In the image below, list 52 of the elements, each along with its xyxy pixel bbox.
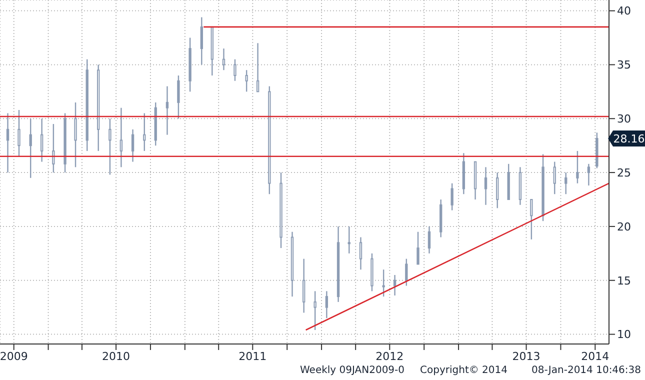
candlestick	[177, 74, 180, 120]
candlestick	[314, 290, 316, 331]
candlestick	[325, 290, 328, 319]
candlestick	[382, 268, 385, 298]
candlestick	[108, 118, 112, 176]
text: 08-Jan-2014 10:46:38	[532, 365, 641, 376]
candlestick	[74, 102, 77, 168]
candlestick	[200, 16, 203, 66]
y-tick-label: 20	[617, 220, 631, 234]
x-tick-label: 2009	[0, 350, 28, 363]
candlestick	[587, 163, 590, 186]
candlestick	[405, 258, 408, 286]
candlestick	[18, 109, 20, 157]
candlestick	[143, 112, 146, 152]
candlestick	[416, 231, 420, 265]
candlestick	[120, 107, 123, 168]
text: Copyright© 2014	[420, 365, 508, 376]
candlestick	[564, 172, 568, 195]
candlestick	[496, 172, 499, 209]
candlestick	[553, 161, 556, 195]
y-tick-label: 25	[617, 166, 631, 180]
candlestick	[393, 274, 396, 296]
x-tick-label: 2014	[581, 350, 610, 363]
candlestick	[166, 86, 169, 136]
text: Weekly 09JAN2009-0	[300, 365, 405, 376]
x-tick-label: 2012	[376, 350, 404, 363]
y-tick-label: 10	[617, 328, 631, 342]
candlestick	[222, 48, 226, 71]
y-tick-label: 15	[617, 274, 631, 288]
candlestick	[40, 118, 44, 162]
text: 28.16	[613, 132, 645, 146]
candlestick	[359, 236, 362, 270]
candlestick	[6, 112, 10, 174]
candlestick	[450, 182, 454, 211]
candlestick	[576, 150, 579, 184]
candlestick	[234, 58, 236, 82]
candlestick	[52, 123, 55, 174]
candlestick	[484, 166, 488, 206]
x-tick-label: 2011	[238, 350, 267, 363]
candlestick	[530, 198, 533, 240]
y-tick-label: 35	[617, 58, 631, 72]
candlestick	[348, 226, 350, 254]
candlestick	[428, 226, 431, 254]
x-tick-label: 2013	[512, 350, 540, 363]
candlestick	[131, 128, 134, 162]
x-tick-label: 2010	[102, 350, 130, 363]
y-tick-label: 30	[617, 112, 631, 126]
candlestick	[256, 42, 260, 92]
candlestick	[302, 258, 306, 314]
y-tick-label: 40	[617, 4, 631, 18]
candlestick	[245, 69, 248, 92]
candlestick	[29, 118, 32, 179]
